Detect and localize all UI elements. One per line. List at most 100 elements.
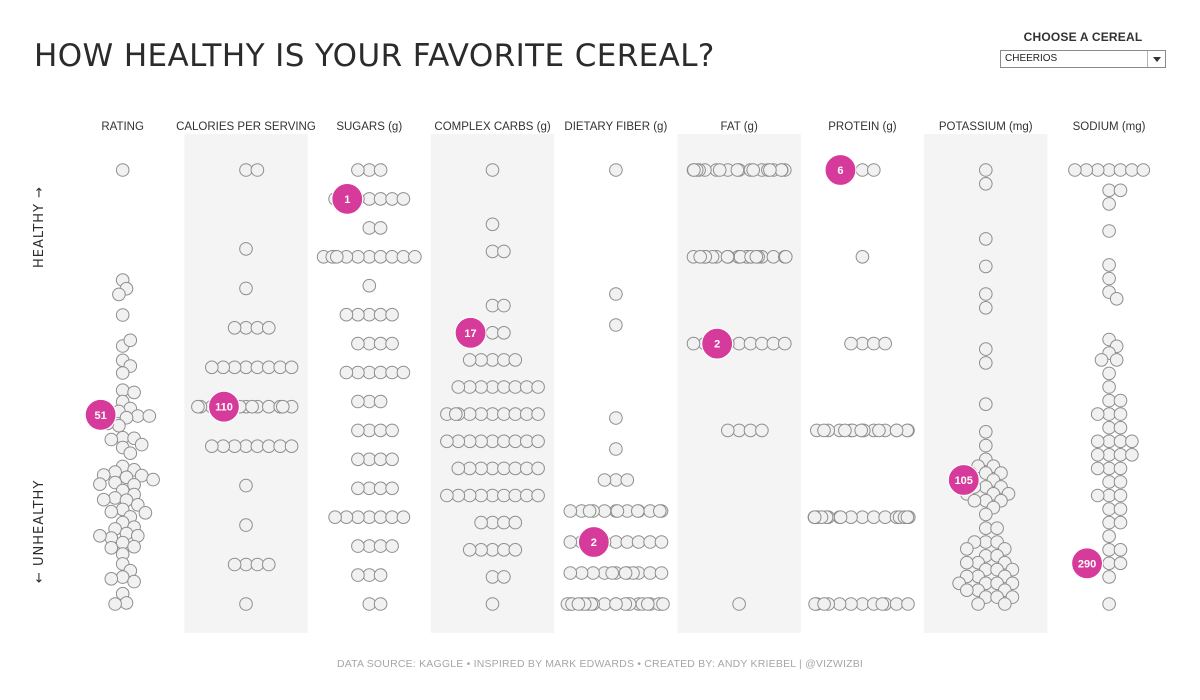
point-sodium[interactable]: [1126, 449, 1139, 462]
point-sugars[interactable]: [340, 511, 353, 524]
point-potassium[interactable]: [980, 522, 993, 535]
point-sugars[interactable]: [363, 250, 376, 263]
point-sugars[interactable]: [374, 511, 387, 524]
point-sodium[interactable]: [1114, 516, 1127, 529]
point-potassium[interactable]: [980, 302, 993, 315]
point-sugars[interactable]: [363, 540, 376, 553]
point-sodium[interactable]: [1091, 489, 1104, 502]
point-sodium[interactable]: [1110, 354, 1123, 367]
point-complex-carbs[interactable]: [475, 489, 488, 502]
point-sugars[interactable]: [386, 511, 399, 524]
point-calories-per-serving[interactable]: [228, 361, 241, 374]
point-complex-carbs[interactable]: [532, 435, 545, 448]
point-sugars[interactable]: [374, 598, 387, 611]
point-sugars[interactable]: [352, 395, 365, 408]
point-sugars[interactable]: [386, 193, 399, 206]
point-rating[interactable]: [94, 478, 107, 491]
point-protein[interactable]: [890, 598, 903, 611]
point-complex-carbs[interactable]: [463, 435, 476, 448]
point-sugars[interactable]: [331, 250, 344, 263]
point-sugars[interactable]: [374, 424, 387, 437]
point-dietary-fiber[interactable]: [598, 505, 611, 518]
point-sugars[interactable]: [374, 453, 387, 466]
point-sugars[interactable]: [374, 540, 387, 553]
point-protein[interactable]: [901, 511, 914, 524]
point-sodium[interactable]: [1110, 293, 1123, 306]
point-potassium[interactable]: [961, 556, 974, 569]
point-rating[interactable]: [147, 473, 160, 486]
point-protein[interactable]: [879, 337, 892, 350]
point-dietary-fiber[interactable]: [654, 505, 667, 518]
point-complex-carbs[interactable]: [521, 381, 534, 394]
point-dietary-fiber[interactable]: [610, 319, 623, 332]
point-sodium[interactable]: [1103, 394, 1116, 407]
point-sugars[interactable]: [386, 250, 399, 263]
point-sugars[interactable]: [386, 366, 399, 379]
point-potassium[interactable]: [980, 260, 993, 273]
point-complex-carbs[interactable]: [486, 327, 499, 340]
point-dietary-fiber[interactable]: [598, 598, 611, 611]
point-sodium[interactable]: [1114, 503, 1127, 516]
point-complex-carbs[interactable]: [441, 489, 454, 502]
point-complex-carbs[interactable]: [463, 408, 476, 421]
point-rating[interactable]: [109, 598, 122, 611]
point-dietary-fiber[interactable]: [564, 567, 577, 580]
point-sodium[interactable]: [1114, 435, 1127, 448]
point-calories-per-serving[interactable]: [240, 164, 253, 177]
point-complex-carbs[interactable]: [486, 435, 499, 448]
point-rating[interactable]: [135, 438, 148, 451]
point-dietary-fiber[interactable]: [655, 536, 668, 549]
point-potassium[interactable]: [991, 522, 1004, 535]
point-complex-carbs[interactable]: [463, 381, 476, 394]
point-calories-per-serving[interactable]: [251, 164, 264, 177]
point-sugars[interactable]: [397, 366, 410, 379]
point-rating[interactable]: [120, 597, 133, 610]
point-sodium[interactable]: [1114, 394, 1127, 407]
point-protein[interactable]: [868, 511, 881, 524]
point-sugars[interactable]: [374, 222, 387, 235]
point-complex-carbs[interactable]: [475, 354, 488, 367]
point-rating[interactable]: [105, 505, 118, 518]
point-potassium[interactable]: [980, 508, 993, 521]
point-sodium[interactable]: [1103, 530, 1116, 543]
point-fat[interactable]: [744, 337, 757, 350]
point-complex-carbs[interactable]: [498, 245, 511, 258]
point-sodium[interactable]: [1080, 164, 1093, 177]
point-complex-carbs[interactable]: [475, 462, 488, 475]
point-sodium[interactable]: [1103, 516, 1116, 529]
point-fat[interactable]: [733, 424, 746, 437]
point-sugars[interactable]: [352, 540, 365, 553]
point-sodium[interactable]: [1103, 571, 1116, 584]
point-complex-carbs[interactable]: [486, 354, 499, 367]
point-sodium[interactable]: [1114, 164, 1127, 177]
point-complex-carbs[interactable]: [452, 489, 465, 502]
point-sugars[interactable]: [374, 366, 387, 379]
point-calories-per-serving[interactable]: [240, 322, 253, 335]
point-rating[interactable]: [105, 573, 118, 586]
point-calories-per-serving[interactable]: [251, 558, 264, 571]
point-sodium[interactable]: [1103, 489, 1116, 502]
point-sodium[interactable]: [1103, 198, 1116, 211]
point-calories-per-serving[interactable]: [228, 322, 241, 335]
point-fat[interactable]: [756, 337, 769, 350]
point-rating[interactable]: [97, 493, 110, 506]
point-dietary-fiber[interactable]: [621, 474, 634, 487]
point-sugars[interactable]: [352, 366, 365, 379]
point-complex-carbs[interactable]: [450, 408, 463, 421]
point-complex-carbs[interactable]: [463, 544, 476, 557]
point-sodium[interactable]: [1126, 164, 1139, 177]
point-protein[interactable]: [845, 337, 858, 350]
point-rating[interactable]: [139, 507, 152, 520]
point-fat[interactable]: [747, 164, 760, 177]
point-complex-carbs[interactable]: [498, 489, 511, 502]
point-protein[interactable]: [818, 424, 831, 437]
point-sodium[interactable]: [1103, 272, 1116, 285]
point-fat[interactable]: [764, 164, 777, 177]
point-sodium[interactable]: [1091, 462, 1104, 475]
point-fat[interactable]: [750, 250, 763, 263]
point-fat[interactable]: [694, 250, 707, 263]
point-complex-carbs[interactable]: [486, 381, 499, 394]
point-sugars[interactable]: [363, 279, 376, 292]
point-dietary-fiber[interactable]: [610, 412, 623, 425]
point-rating[interactable]: [109, 492, 122, 505]
